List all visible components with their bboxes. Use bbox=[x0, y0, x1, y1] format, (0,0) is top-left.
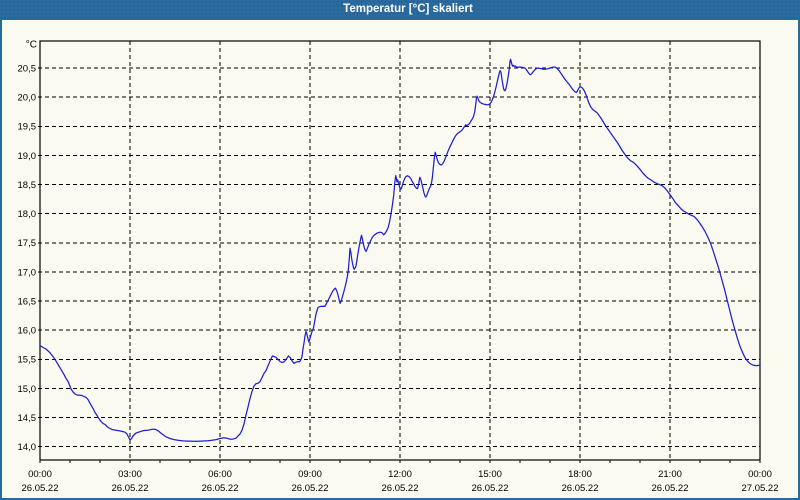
svg-text:00:00: 00:00 bbox=[28, 469, 52, 480]
svg-text:26.05.22: 26.05.22 bbox=[112, 483, 149, 494]
svg-text:06:00: 06:00 bbox=[208, 469, 232, 480]
svg-text:15,0: 15,0 bbox=[18, 384, 37, 395]
svg-text:19,5: 19,5 bbox=[18, 122, 37, 133]
svg-text:09:00: 09:00 bbox=[298, 469, 322, 480]
svg-text:27.05.22: 27.05.22 bbox=[742, 483, 779, 494]
svg-text:15,5: 15,5 bbox=[18, 355, 37, 366]
svg-text:16,5: 16,5 bbox=[18, 296, 37, 307]
svg-text:17,5: 17,5 bbox=[18, 238, 37, 249]
svg-text:26.05.22: 26.05.22 bbox=[202, 483, 239, 494]
svg-text:00:00: 00:00 bbox=[748, 469, 772, 480]
svg-text:26.05.22: 26.05.22 bbox=[652, 483, 689, 494]
svg-text:26.05.22: 26.05.22 bbox=[292, 483, 329, 494]
svg-text:15:00: 15:00 bbox=[478, 469, 502, 480]
svg-text:19,0: 19,0 bbox=[18, 151, 37, 162]
svg-text:12:00: 12:00 bbox=[388, 469, 412, 480]
svg-text:26.05.22: 26.05.22 bbox=[382, 483, 419, 494]
svg-text:26.05.22: 26.05.22 bbox=[22, 483, 59, 494]
svg-text:18,5: 18,5 bbox=[18, 180, 37, 191]
svg-text:14,0: 14,0 bbox=[18, 442, 37, 453]
svg-text:26.05.22: 26.05.22 bbox=[562, 483, 599, 494]
svg-text:18,0: 18,0 bbox=[18, 209, 37, 220]
svg-text:03:00: 03:00 bbox=[118, 469, 142, 480]
svg-text:16,0: 16,0 bbox=[18, 326, 37, 337]
svg-text:21:00: 21:00 bbox=[658, 469, 682, 480]
svg-text:26.05.22: 26.05.22 bbox=[472, 483, 509, 494]
svg-text:20,5: 20,5 bbox=[18, 63, 37, 74]
svg-text:20,0: 20,0 bbox=[18, 93, 37, 104]
svg-text:14,5: 14,5 bbox=[18, 413, 37, 424]
svg-text:18:00: 18:00 bbox=[568, 469, 592, 480]
svg-text:17,0: 17,0 bbox=[18, 267, 37, 278]
svg-text:°C: °C bbox=[26, 40, 37, 51]
